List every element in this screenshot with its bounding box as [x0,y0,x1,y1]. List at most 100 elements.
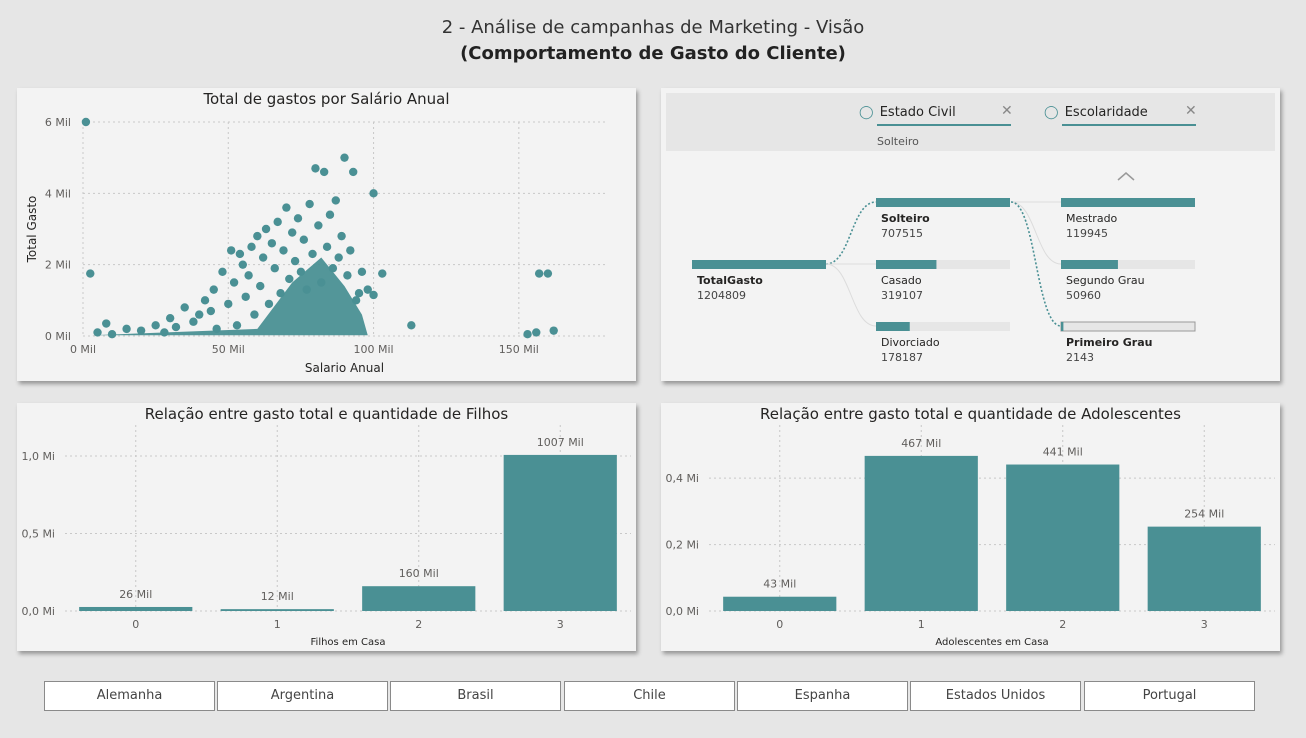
lightbulb-icon: ◯ [859,105,874,120]
level1-label: Casado [881,274,922,287]
country-slicer-estados-unidos[interactable]: Estados Unidos [910,681,1081,711]
y-tick-label: 0,0 Mi [665,605,699,618]
scatter-point [311,164,320,173]
scatter-point [102,319,111,328]
filhos-bar-chart[interactable]: 0,0 Mi 0,5 Mi 1,0 Mi 26 Mil 0 12 Mil 1 160 Mil 2… [17,403,636,651]
level1-bar [876,198,1010,207]
scatter-point [235,249,245,259]
scatter-point [267,239,277,248]
scatter-point [354,289,364,298]
country-slicer-portugal[interactable]: Portugal [1084,681,1255,711]
scatter-point [241,292,250,301]
filter-label: Escolaridade [1064,105,1148,120]
y-tick-label: 0,0 Mi [21,605,55,618]
scatter-point [351,296,361,305]
bar [79,606,193,611]
scatter-point [543,269,553,278]
x-tick-label: 2 [1059,618,1066,631]
scatter-point [258,253,268,262]
scatter-point [322,242,332,252]
data-label: 1007 Mil [537,436,584,449]
scatter-point [200,296,210,305]
data-label: 467 Mil [901,437,941,450]
level1-bar [876,260,937,269]
y-tick-label: 0 Mil [45,330,71,343]
level1-label: Divorciado [881,336,940,349]
scatter-point [285,274,294,284]
filter-escolaridade[interactable]: ◯ Escolaridade [1044,105,1196,126]
scatter-point [293,214,303,223]
scatter-point [189,317,198,326]
scatter-point [349,167,358,177]
root-bar [692,260,826,269]
level2-track [1061,260,1195,269]
filhos-chart-title: Relação entre gasto total e quantidade d… [144,405,509,423]
scatter-point [532,328,541,337]
scatter-point [244,271,253,280]
level1-bar [876,322,910,331]
bar [503,454,617,611]
scatter-point [212,324,221,334]
decomposition-tree[interactable]: TotalGasto 1204809 Solteiro 707515 Casado 319… [661,88,1280,381]
scatter-point [305,199,314,209]
x-tick-label: 0 Mil [70,343,96,356]
scatter-point [273,217,282,227]
close-icon[interactable]: ✕ [1185,103,1197,119]
adolescentes-bar-card[interactable]: Relação entre gasto total e quantidade d… [661,403,1280,651]
level2-bar [1061,260,1118,269]
filter-estado-civil[interactable]: ◯ Estado Civil [859,105,1011,126]
scatter-point [226,246,236,255]
y-tick-label: 2 Mil [45,259,71,272]
scatter-point [171,322,181,332]
x-tick-label: 100 Mil [354,343,394,356]
scatter-card[interactable]: Total de gastos por Salário Anual 0 Mil 2… [17,88,636,381]
scatter-point [369,189,378,198]
x-tick-label: 1 [274,618,281,631]
scatter-point [261,224,271,234]
adolescentes-bar-chart[interactable]: 0,0 Mi 0,2 Mi 0,4 Mi 43 Mil 0 467 Mil 1 441 Mil… [661,403,1280,651]
bar [220,609,334,611]
scatter-point [270,264,279,273]
y-tick-label: 0,5 Mi [21,528,55,541]
scatter-point [523,330,532,339]
level2-label: Primeiro Grau [1066,336,1152,349]
chevron-up-icon [1117,172,1135,181]
scatter-point [93,328,102,337]
data-label: 43 Mil [763,578,796,591]
connector [825,263,877,327]
filhos-bar-card[interactable]: Relação entre gasto total e quantidade d… [17,403,636,651]
scatter-point [288,228,297,237]
scatter-point [247,242,256,252]
country-slicer-espanha[interactable]: Espanha [737,681,908,711]
close-icon[interactable]: ✕ [1001,103,1013,119]
country-slicer-argentina[interactable]: Argentina [217,681,388,711]
scatter-point [256,281,265,291]
scatter-point [319,167,329,177]
y-tick-label: 6 Mil [45,116,71,129]
country-slicer-chile[interactable]: Chile [564,681,735,711]
decomposition-tree-card[interactable]: ◯ Estado Civil ✕ Solteiro ◯ Escolaridade… [661,88,1280,381]
scatter-point [290,256,300,266]
data-label: 254 Mil [1184,508,1224,521]
country-slicer-alemanha[interactable]: Alemanha [44,681,215,711]
scatter-point [253,231,262,241]
scatter-point [209,285,218,294]
x-tick-label: 2 [415,618,422,631]
bar [723,596,837,611]
scatter-point [151,321,160,330]
scatter-point [302,285,311,294]
lightbulb-icon: ◯ [1044,105,1059,120]
scatter-point [264,299,274,309]
level2-value: 50960 [1066,289,1101,302]
bar [1147,526,1261,611]
country-slicer-brasil[interactable]: Brasil [390,681,561,711]
scatter-point [218,267,227,276]
x-tick-label: 0 [776,618,783,631]
scatter-point [296,267,306,276]
filter-bar: ◯ Estado Civil ✕ Solteiro ◯ Escolaridade… [666,93,1275,151]
filter-value: Solteiro [877,135,919,148]
scatter-point [136,326,146,335]
y-tick-label: 1,0 Mi [21,450,55,463]
x-tick-label: 50 Mil [212,343,245,356]
scatter-plot[interactable]: 0 Mil 2 Mil 4 Mil 6 Mil 0 Mil 50 Mil 100 Mil 15… [17,88,636,381]
